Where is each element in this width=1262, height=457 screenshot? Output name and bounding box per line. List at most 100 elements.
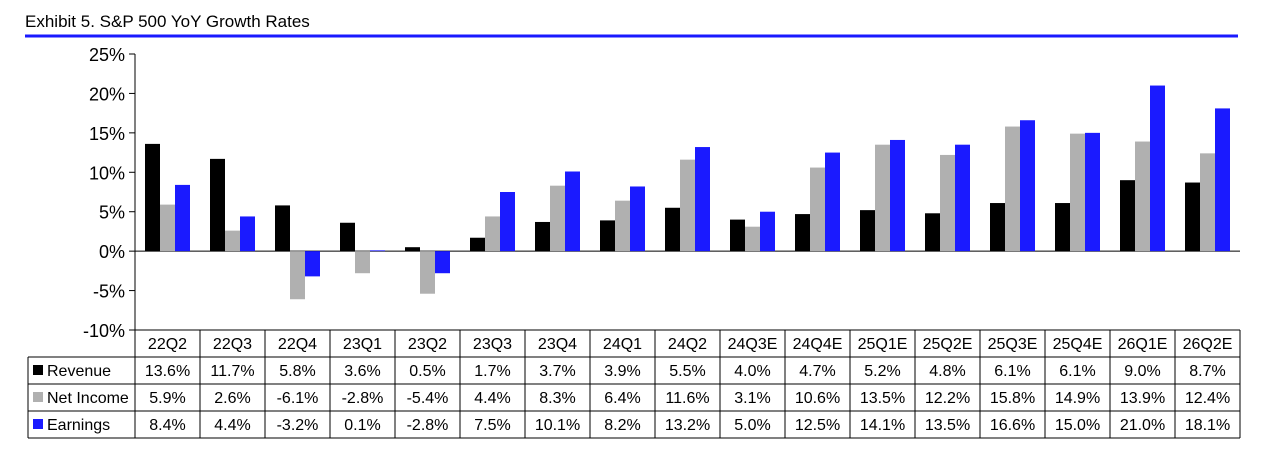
category-label: 25Q2E — [923, 336, 973, 353]
y-tick-label: 25% — [89, 45, 125, 65]
data-label: -2.8% — [407, 417, 449, 434]
y-tick-label: -10% — [83, 321, 125, 341]
bar-net-income — [290, 251, 305, 300]
data-label: 4.0% — [734, 363, 770, 380]
legend-label: Net Income — [47, 390, 129, 407]
bar-earnings — [695, 147, 710, 252]
data-table: 22Q2 22Q3 22Q4 23Q1 23Q2 23Q3 23Q4 24Q1 24Q2 24Q3… — [27, 329, 1241, 439]
data-label: 13.9% — [1120, 390, 1165, 407]
bar-revenue — [795, 214, 810, 252]
legend-swatch — [33, 365, 43, 375]
bars — [145, 85, 1230, 300]
data-label: 3.1% — [734, 390, 770, 407]
bar-net-income — [355, 251, 370, 274]
legend-label: Earnings — [47, 417, 110, 434]
bar-revenue — [210, 158, 225, 252]
category-label: 23Q4 — [538, 336, 577, 353]
bar-earnings — [1020, 120, 1035, 252]
bar-net-income — [680, 159, 695, 252]
y-tick-label: 15% — [89, 124, 125, 144]
bar-earnings — [1150, 85, 1165, 252]
bar-earnings — [955, 144, 970, 252]
bar-net-income — [1135, 141, 1150, 252]
bar-net-income — [745, 226, 760, 252]
bar-revenue — [275, 205, 290, 252]
bar-revenue — [665, 207, 680, 252]
data-label: 12.2% — [925, 390, 970, 407]
bar-earnings — [890, 139, 905, 252]
data-label: 8.4% — [149, 417, 185, 434]
data-label: 4.7% — [799, 363, 835, 380]
bar-net-income — [160, 204, 175, 252]
data-label: 7.5% — [474, 417, 510, 434]
data-label: 0.1% — [344, 417, 380, 434]
data-label: 4.4% — [214, 417, 250, 434]
data-label: 6.1% — [994, 363, 1030, 380]
bar-revenue — [990, 203, 1005, 252]
category-label: 26Q2E — [1183, 336, 1233, 353]
bar-revenue — [860, 210, 875, 252]
category-label: 25Q3E — [988, 336, 1038, 353]
data-label: 5.9% — [149, 390, 185, 407]
data-label: 4.4% — [474, 390, 510, 407]
data-label: 3.9% — [604, 363, 640, 380]
data-label: 6.4% — [604, 390, 640, 407]
data-label: 11.6% — [665, 390, 709, 407]
data-label: 8.2% — [604, 417, 640, 434]
y-tick-label: 0% — [99, 242, 125, 262]
category-label: 22Q4 — [278, 336, 317, 353]
y-tick-label: -5% — [93, 282, 125, 302]
data-label: 8.7% — [1189, 363, 1225, 380]
bar-net-income — [875, 144, 890, 252]
data-label: 3.6% — [344, 363, 380, 380]
data-label: 10.1% — [535, 417, 580, 434]
category-label: 24Q1 — [603, 336, 642, 353]
data-label: 14.1% — [860, 417, 905, 434]
bar-earnings — [240, 216, 255, 252]
bar-earnings — [500, 192, 515, 252]
data-label: 5.2% — [864, 363, 900, 380]
data-label: 0.5% — [409, 363, 445, 380]
data-label: 8.3% — [539, 390, 575, 407]
category-label: 22Q2 — [148, 336, 187, 353]
bar-revenue — [470, 237, 485, 252]
bar-earnings — [435, 251, 450, 274]
data-label: 5.0% — [734, 417, 770, 434]
bar-earnings — [630, 186, 645, 252]
data-label: 12.5% — [795, 417, 840, 434]
bar-revenue — [925, 213, 940, 252]
category-label: 24Q3E — [728, 336, 778, 353]
data-label: 5.8% — [279, 363, 315, 380]
bar-revenue — [730, 219, 745, 252]
bar-earnings — [1085, 132, 1100, 252]
bar-earnings — [175, 184, 190, 252]
data-label: 1.7% — [474, 363, 510, 380]
category-label: 24Q2 — [668, 336, 707, 353]
category-label: 23Q2 — [408, 336, 447, 353]
data-label: 15.0% — [1055, 417, 1100, 434]
y-tick-label: 10% — [89, 163, 125, 183]
bar-revenue — [405, 247, 420, 252]
data-label: 14.9% — [1055, 390, 1100, 407]
category-label: 24Q4E — [793, 336, 843, 353]
legend-swatch — [33, 419, 43, 429]
data-label: 10.6% — [795, 390, 840, 407]
data-label: -6.1% — [277, 390, 319, 407]
data-label: 13.5% — [925, 417, 970, 434]
data-label: 11.7% — [210, 363, 254, 380]
bar-net-income — [550, 185, 565, 252]
data-label: 13.6% — [145, 363, 190, 380]
bar-revenue — [600, 220, 615, 252]
bar-earnings — [565, 171, 580, 252]
bar-earnings — [370, 250, 385, 252]
data-label: 13.5% — [860, 390, 905, 407]
data-label: 13.2% — [665, 417, 710, 434]
data-label: 2.6% — [214, 390, 250, 407]
bar-revenue — [145, 143, 160, 252]
data-label: 16.6% — [990, 417, 1035, 434]
data-label: 15.8% — [990, 390, 1035, 407]
bar-net-income — [225, 230, 240, 252]
data-label: -2.8% — [342, 390, 384, 407]
bar-net-income — [810, 167, 825, 252]
